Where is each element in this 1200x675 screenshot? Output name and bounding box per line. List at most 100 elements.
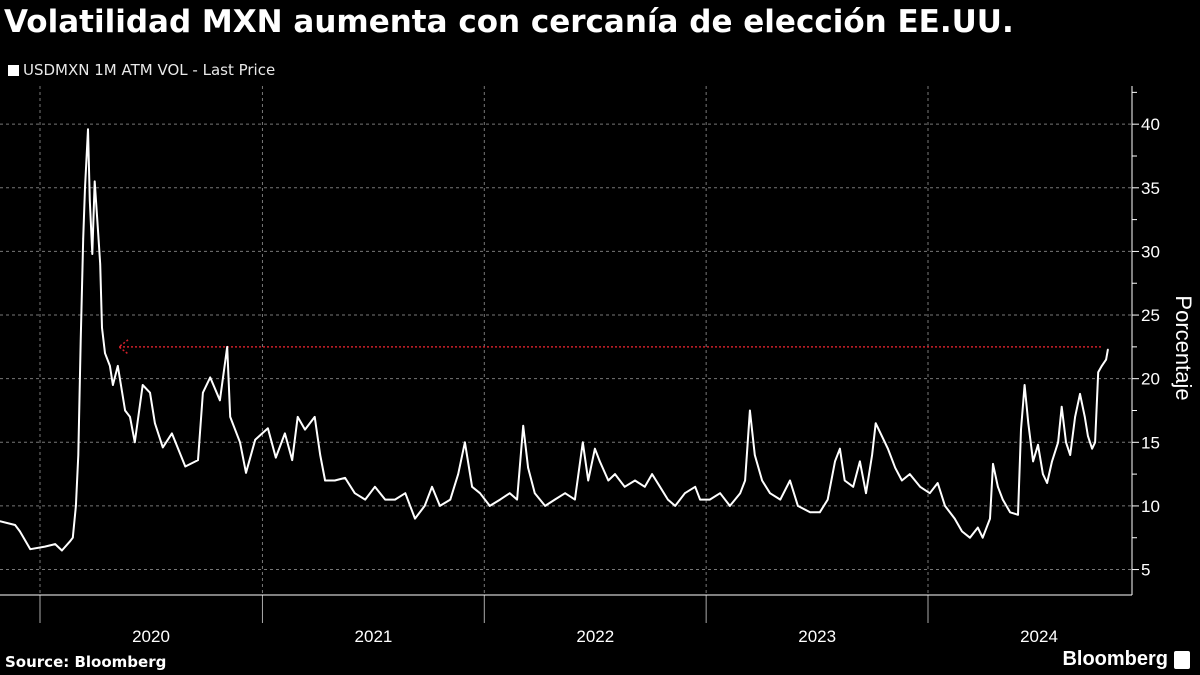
data-point [789,479,791,482]
data-point [819,511,821,514]
data-point [319,454,321,456]
data-point [1027,422,1030,425]
data-point [0,520,1,522]
y-tick-label: 15 [1141,433,1160,452]
data-point [82,237,84,240]
legend-swatch [8,64,19,76]
data-point [109,365,111,367]
y-tick-label: 25 [1141,306,1160,325]
data-point [981,536,984,539]
data-point [101,326,103,329]
data-point [202,391,204,394]
x-tick-label: 2023 [798,627,836,646]
data-point [1097,371,1099,374]
data-point [834,460,836,463]
data-point [499,498,501,501]
y-tick-label: 10 [1141,497,1160,516]
y-axis-label: Porcentaje [1171,295,1196,400]
data-point [1023,384,1026,386]
data-point [384,498,387,501]
data-point [761,479,763,482]
y-tick-label: 40 [1141,115,1160,134]
data-point [439,505,441,507]
data-point [1079,393,1081,395]
data-point [992,463,994,465]
data-point [226,346,229,348]
data-point [961,530,963,533]
data-point [129,416,131,418]
data-point [219,399,221,402]
data-point [77,454,80,456]
data-point [874,422,877,425]
data-point [908,473,911,475]
data-point [116,365,119,367]
data-point [826,498,829,501]
data-point [72,536,74,539]
data-point [1107,348,1109,351]
axes: 5 10 15 20 25 30 35 40 2020 2021 2022 2023 2024 [0,86,1160,646]
data-point [197,459,199,461]
data-point [887,447,889,450]
data-point [719,492,721,495]
series-group [0,128,1109,552]
data-point [634,479,636,482]
legend: USDMXN 1M ATM VOL - Last Price [8,61,275,79]
data-point [229,416,232,418]
data-point [1032,460,1034,463]
data-point [96,225,99,227]
data-point [84,187,86,189]
series-line [0,128,1109,552]
data-point [1091,447,1093,450]
data-point [1084,416,1086,418]
data-point [75,505,77,507]
data-point [404,492,407,495]
data-point [581,441,584,444]
data-point [1020,428,1022,431]
data-point [284,432,286,435]
data-point [457,473,459,475]
data-point [239,441,241,444]
data-point [344,477,346,479]
data-point [1017,514,1019,516]
data-point [797,505,799,507]
data-point [161,446,164,449]
data-point [1057,441,1059,444]
data-point [99,263,101,265]
data-point [91,253,94,255]
data-point [184,465,187,468]
data-point [1037,444,1039,446]
data-point [997,486,999,488]
data-point [1046,482,1048,484]
data-point [881,435,883,437]
data-point [245,472,247,474]
data-point [267,427,269,430]
data-point [643,486,646,488]
data-point [894,466,896,469]
y-tick-label: 35 [1141,179,1160,198]
data-point [929,492,931,495]
data-point [587,479,590,482]
data-point [749,409,751,412]
data-point [574,498,576,501]
data-point [1069,454,1072,456]
data-point [1065,441,1067,444]
data-point [527,466,529,469]
data-point [607,479,610,482]
data-point [1001,498,1004,501]
data-point [488,505,491,507]
data-point [54,543,56,545]
source-note: Source: Bloomberg [5,653,167,671]
data-point [674,505,676,507]
data-point [544,505,546,507]
data-point [79,339,82,342]
legend-label: USDMXN 1M ATM VOL - Last Price [23,61,276,79]
data-point [684,492,686,495]
x-tick-label: 2022 [576,627,614,646]
x-tick-label: 2020 [132,627,170,646]
data-point [423,505,426,507]
data-point [68,540,71,543]
data-point [809,511,811,514]
data-point [522,424,525,427]
data-point [87,128,89,131]
data-point [1105,358,1107,361]
